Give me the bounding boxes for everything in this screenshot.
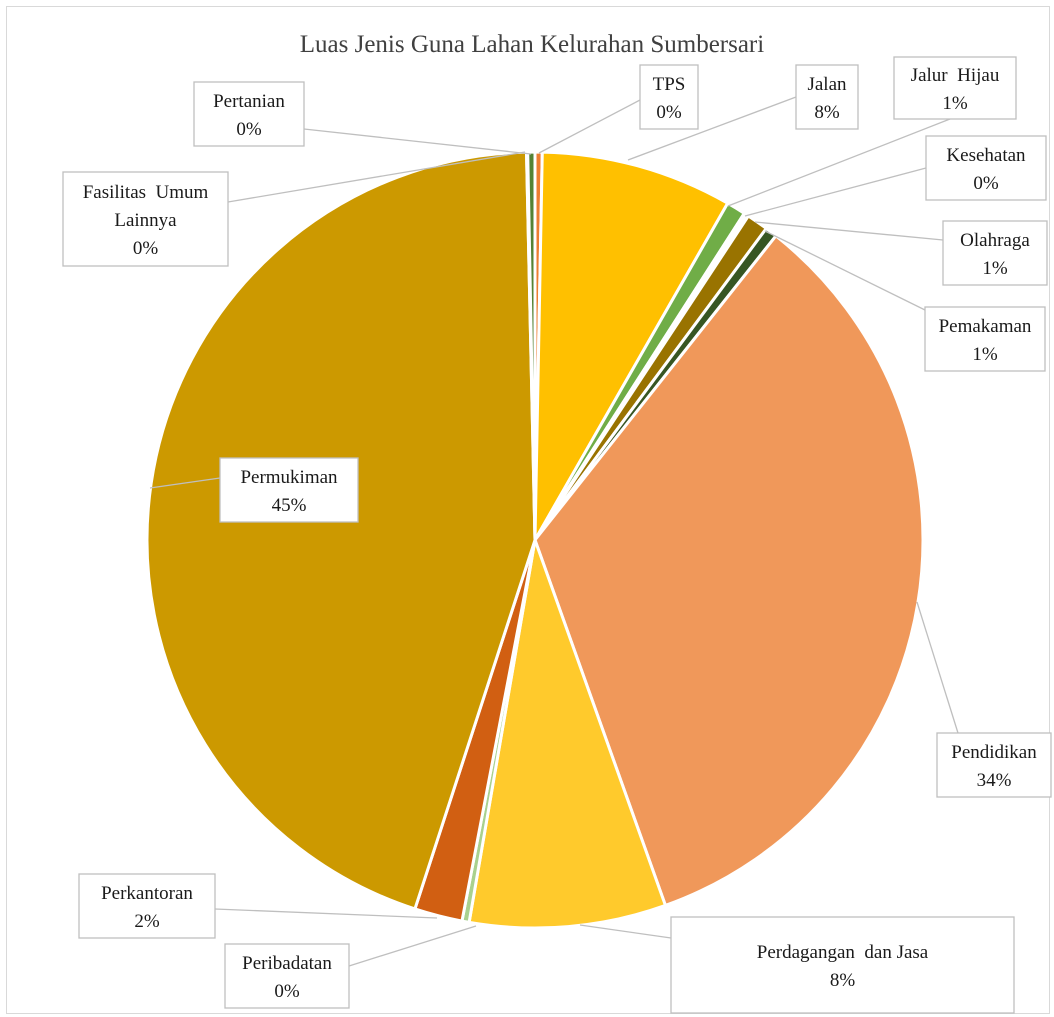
data-label-box xyxy=(219,457,359,523)
data-label-box xyxy=(62,171,229,267)
data-label-name: Lainnya xyxy=(114,210,177,231)
leader-line-jalur-hijau xyxy=(727,118,951,207)
data-label-percent: 8% xyxy=(814,102,840,123)
data-label-permukiman: Permukiman 45% xyxy=(219,457,359,523)
data-label-perdagangan-dan-jasa: Perdagangan dan Jasa 8% xyxy=(670,916,1015,1014)
leader-lines xyxy=(149,96,959,967)
data-label-tps: TPS 0% xyxy=(639,64,699,130)
data-label-box xyxy=(795,64,859,130)
data-label-name: Pendidikan xyxy=(951,742,1037,763)
data-label-box xyxy=(78,873,216,939)
data-labels: TPS 0% Jalan 8% Jalur Hijau 1% Kesehatan 0% Olah… xyxy=(62,56,1052,1014)
data-label-box xyxy=(639,64,699,130)
leader-line-perdagangan-dan-jasa xyxy=(579,924,672,939)
data-label-pendidikan: Pendidikan 34% xyxy=(936,732,1052,798)
data-label-percent: 8% xyxy=(830,970,856,991)
leader-line-kesehatan xyxy=(744,167,927,217)
data-label-percent: 34% xyxy=(977,770,1012,791)
data-label-name: Jalur Hijau xyxy=(911,65,1000,86)
data-label-percent: 0% xyxy=(133,238,159,259)
data-label-percent: 1% xyxy=(982,258,1008,279)
leader-line-peribadatan xyxy=(348,925,477,967)
leader-line-fasilitas-umum-lainnya xyxy=(227,151,526,203)
data-label-percent: 0% xyxy=(274,981,300,1002)
data-label-jalan: Jalan 8% xyxy=(795,64,859,130)
data-label-perkantoran: Perkantoran 2% xyxy=(78,873,216,939)
pie-slice-jalan xyxy=(533,150,730,541)
leader-line-tps xyxy=(538,99,641,154)
data-label-box xyxy=(193,81,305,147)
data-label-box xyxy=(925,135,1047,201)
data-label-percent: 1% xyxy=(972,344,998,365)
leader-line-permukiman xyxy=(149,477,221,489)
data-label-fasilitas-umum-lainnya: Fasilitas Umum Lainnya 0% xyxy=(62,171,229,267)
data-label-name: Perdagangan dan Jasa xyxy=(757,942,929,963)
data-label-percent: 0% xyxy=(236,119,262,140)
data-label-name: Pemakaman xyxy=(939,316,1032,337)
data-label-box xyxy=(670,916,1015,1014)
data-label-box xyxy=(936,732,1052,798)
data-label-name: Jalan xyxy=(807,74,847,95)
data-label-name: Olahraga xyxy=(960,230,1030,251)
data-label-peribadatan: Peribadatan 0% xyxy=(224,943,350,1009)
data-label-percent: 45% xyxy=(272,495,307,516)
data-label-kesehatan: Kesehatan 0% xyxy=(925,135,1047,201)
leader-line-jalan xyxy=(627,96,797,161)
data-label-jalur-hijau: Jalur Hijau 1% xyxy=(893,56,1017,120)
leader-line-perkantoran xyxy=(214,908,438,919)
data-label-name: Permukiman xyxy=(240,467,338,488)
data-label-name: Fasilitas Umum xyxy=(83,182,209,203)
pie-slice-perdagangan-dan-jasa xyxy=(467,534,668,930)
data-label-percent: 1% xyxy=(942,93,968,114)
data-label-percent: 0% xyxy=(656,102,682,123)
leader-line-pendidikan xyxy=(916,601,959,734)
data-label-box xyxy=(224,943,350,1009)
data-label-name: Kesehatan xyxy=(946,145,1026,166)
data-label-percent: 2% xyxy=(134,911,160,932)
data-label-pertanian: Pertanian 0% xyxy=(193,81,305,147)
data-label-name: Pertanian xyxy=(213,91,285,112)
pie-slice-pertanian xyxy=(526,150,537,541)
data-label-olahraga: Olahraga 1% xyxy=(942,220,1048,286)
data-label-name: Perkantoran xyxy=(101,883,193,904)
leader-line-olahraga xyxy=(754,221,944,241)
leader-line-pemakaman xyxy=(764,230,926,311)
chart-frame xyxy=(6,6,1050,1014)
data-label-pemakaman: Pemakaman 1% xyxy=(924,306,1046,372)
data-label-name: Peribadatan xyxy=(242,953,332,974)
data-label-box xyxy=(893,56,1017,120)
chart-title: Luas Jenis Guna Lahan Kelurahan Sumbersa… xyxy=(300,31,764,58)
data-label-box xyxy=(942,220,1048,286)
data-label-box xyxy=(924,306,1046,372)
leader-line-pertanian xyxy=(303,128,532,155)
pie-slices xyxy=(145,150,925,930)
data-label-percent: 0% xyxy=(973,173,999,194)
pie-slice-permukiman xyxy=(145,150,537,911)
data-label-name: TPS xyxy=(653,74,686,95)
